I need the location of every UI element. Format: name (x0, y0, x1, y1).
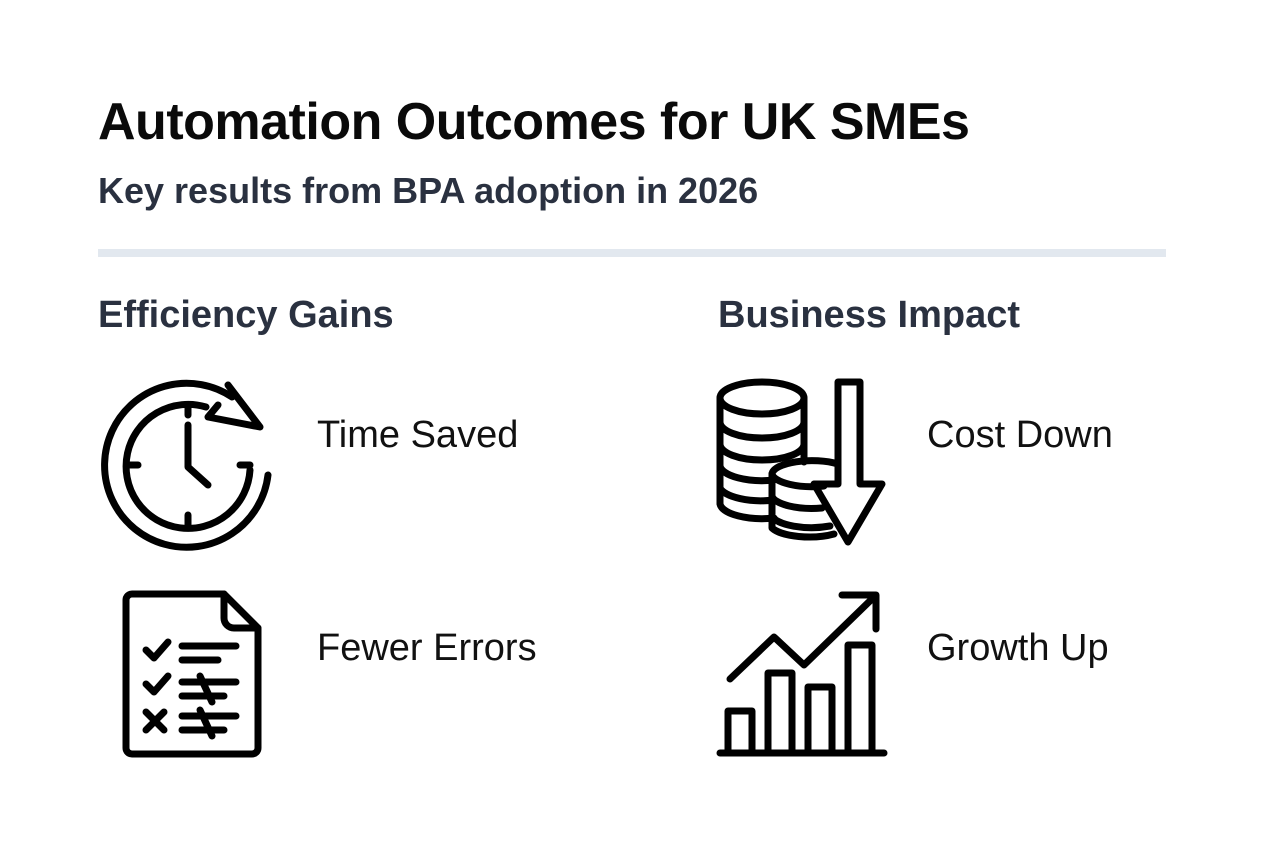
item-label-growth-up: Growth Up (927, 627, 1109, 669)
checklist-document-icon (120, 588, 265, 760)
coins-down-arrow-icon (714, 376, 890, 548)
section-title-efficiency: Efficiency Gains (98, 294, 394, 336)
page-subtitle: Key results from BPA adoption in 2026 (98, 170, 759, 211)
item-label-fewer-errors: Fewer Errors (317, 627, 537, 669)
clock-refresh-icon (100, 375, 280, 555)
page-title: Automation Outcomes for UK SMEs (98, 93, 970, 151)
item-label-cost-down: Cost Down (927, 414, 1113, 456)
section-title-business-impact: Business Impact (718, 294, 1020, 336)
divider (98, 249, 1166, 257)
item-label-time-saved: Time Saved (317, 414, 519, 456)
bar-chart-growth-icon (714, 585, 890, 761)
